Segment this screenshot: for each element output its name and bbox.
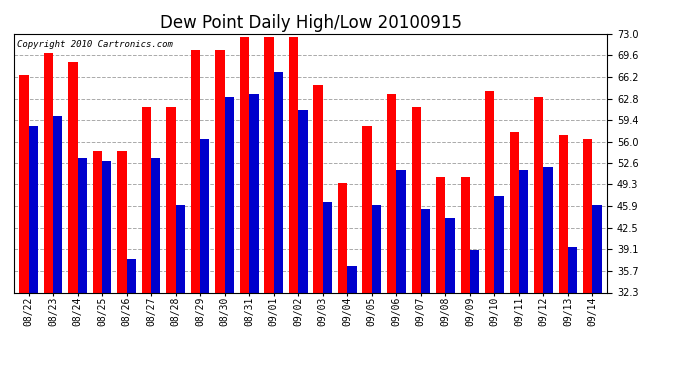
Bar [289,37,298,292]
Bar [92,152,102,292]
Bar [323,202,332,292]
Bar [191,50,200,292]
Bar [568,247,578,292]
Bar [142,107,151,292]
Bar [436,177,445,292]
Bar [534,98,544,292]
Bar [445,218,455,292]
Bar [495,196,504,292]
Bar [583,139,593,292]
Bar [19,75,28,292]
Bar [347,266,357,292]
Bar [166,107,176,292]
Bar [28,126,38,292]
Bar [362,126,372,292]
Bar [102,161,111,292]
Bar [519,170,529,292]
Bar [151,158,161,292]
Bar [387,94,396,292]
Title: Dew Point Daily High/Low 20100915: Dew Point Daily High/Low 20100915 [159,14,462,32]
Bar [77,158,87,292]
Bar [215,50,225,292]
Bar [421,209,430,292]
Bar [593,206,602,292]
Bar [53,116,62,292]
Bar [313,85,323,292]
Bar [68,62,77,292]
Text: Copyright 2010 Cartronics.com: Copyright 2010 Cartronics.com [17,40,172,49]
Bar [240,37,249,292]
Bar [470,250,479,292]
Bar [485,91,495,292]
Bar [176,206,185,292]
Bar [559,135,568,292]
Bar [200,139,210,292]
Bar [126,260,136,292]
Bar [225,98,234,292]
Bar [544,167,553,292]
Bar [396,170,406,292]
Bar [274,72,283,292]
Bar [117,152,126,292]
Bar [249,94,259,292]
Bar [298,110,308,292]
Bar [510,132,519,292]
Bar [338,183,347,292]
Bar [372,206,381,292]
Bar [460,177,470,292]
Bar [264,37,274,292]
Bar [43,53,53,292]
Bar [411,107,421,292]
